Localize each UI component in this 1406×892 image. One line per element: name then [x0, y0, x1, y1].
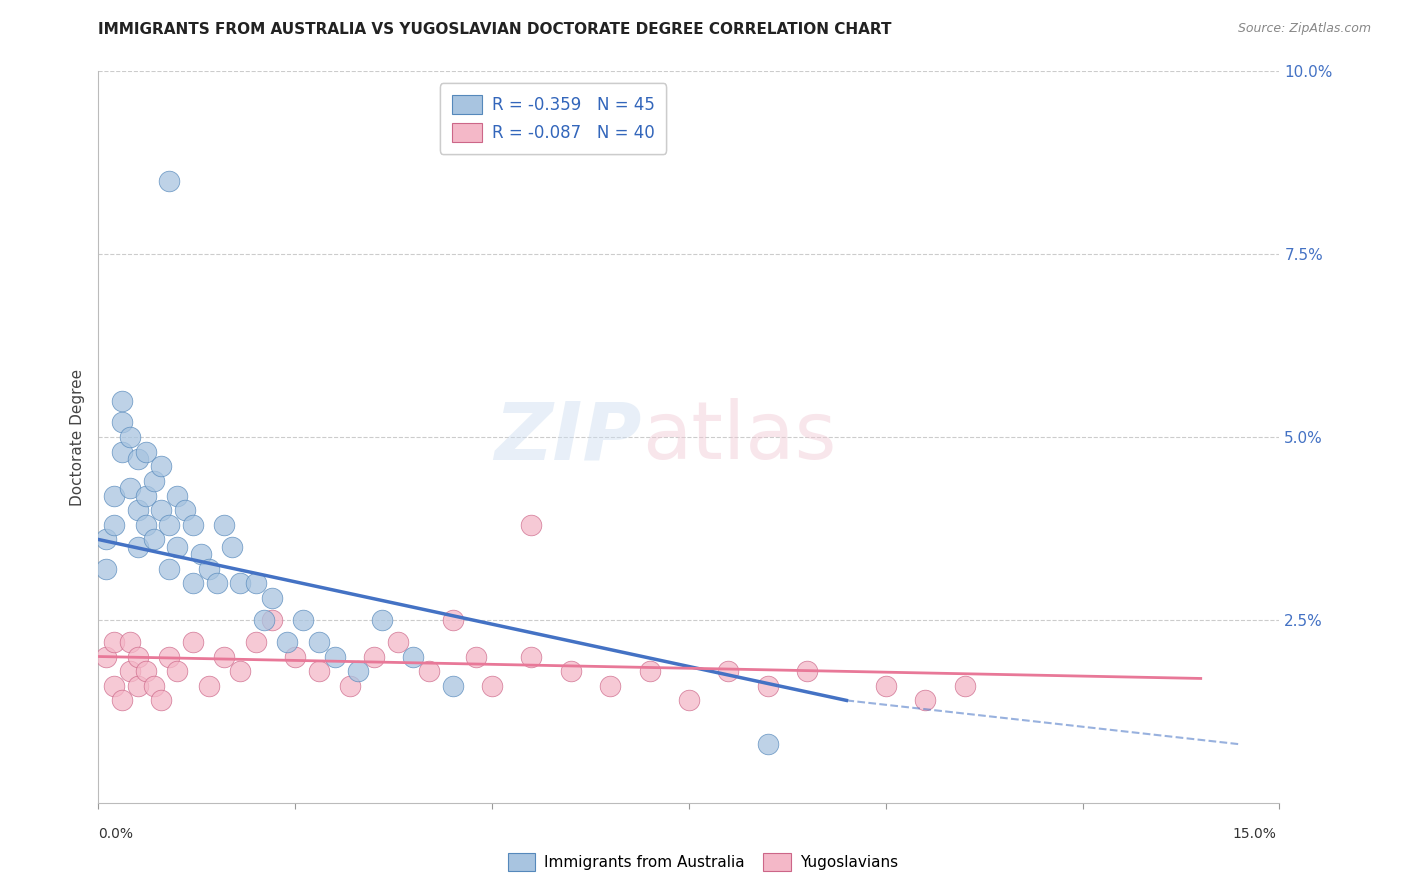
Point: [796, 664, 818, 678]
Point: [205, 576, 228, 591]
Point: [756, 737, 779, 751]
Point: [418, 664, 440, 678]
Point: [678, 693, 700, 707]
Text: 0.0%: 0.0%: [98, 827, 134, 841]
Point: [157, 649, 180, 664]
Point: [150, 693, 173, 707]
Point: [103, 635, 125, 649]
Point: [127, 649, 149, 664]
Point: [308, 635, 330, 649]
Point: [197, 562, 219, 576]
Point: [142, 533, 165, 547]
Point: [363, 649, 385, 664]
Point: [221, 540, 243, 554]
Point: [292, 613, 315, 627]
Point: [214, 517, 236, 532]
Point: [96, 562, 118, 576]
Point: [118, 635, 141, 649]
Y-axis label: Doctorate Degree: Doctorate Degree: [69, 368, 84, 506]
Point: [103, 679, 125, 693]
Point: [560, 664, 582, 678]
Point: [157, 174, 180, 188]
Point: [96, 533, 118, 547]
Point: [599, 679, 621, 693]
Text: IMMIGRANTS FROM AUSTRALIA VS YUGOSLAVIAN DOCTORATE DEGREE CORRELATION CHART: IMMIGRANTS FROM AUSTRALIA VS YUGOSLAVIAN…: [98, 22, 891, 37]
Point: [756, 679, 779, 693]
Point: [111, 444, 134, 458]
Point: [197, 679, 219, 693]
Point: [245, 576, 267, 591]
Point: [229, 664, 252, 678]
Point: [276, 635, 298, 649]
Point: [481, 679, 503, 693]
Point: [520, 517, 543, 532]
Point: [127, 452, 149, 467]
Point: [347, 664, 370, 678]
Point: [953, 679, 976, 693]
Point: [127, 503, 149, 517]
Point: [150, 459, 173, 474]
Point: [638, 664, 661, 678]
Point: [166, 540, 188, 554]
Point: [371, 613, 394, 627]
Point: [387, 635, 409, 649]
Point: [914, 693, 936, 707]
Point: [190, 547, 212, 561]
Legend: Immigrants from Australia, Yugoslavians: Immigrants from Australia, Yugoslavians: [502, 847, 904, 877]
Point: [323, 649, 346, 664]
Point: [717, 664, 740, 678]
Text: 15.0%: 15.0%: [1233, 827, 1277, 841]
Point: [118, 481, 141, 495]
Point: [181, 635, 204, 649]
Point: [135, 664, 157, 678]
Point: [96, 649, 118, 664]
Point: [118, 664, 141, 678]
Point: [142, 679, 165, 693]
Point: [875, 679, 897, 693]
Point: [135, 444, 157, 458]
Text: Source: ZipAtlas.com: Source: ZipAtlas.com: [1237, 22, 1371, 36]
Point: [135, 517, 157, 532]
Point: [135, 489, 157, 503]
Point: [284, 649, 307, 664]
Point: [166, 489, 188, 503]
Point: [465, 649, 488, 664]
Point: [111, 693, 134, 707]
Point: [441, 613, 464, 627]
Point: [127, 679, 149, 693]
Point: [127, 540, 149, 554]
Point: [260, 591, 283, 605]
Point: [441, 679, 464, 693]
Text: ZIP: ZIP: [495, 398, 641, 476]
Point: [166, 664, 188, 678]
Point: [111, 416, 134, 430]
Point: [402, 649, 425, 664]
Point: [253, 613, 276, 627]
Point: [214, 649, 236, 664]
Point: [181, 517, 204, 532]
Point: [245, 635, 267, 649]
Legend: R = -0.359   N = 45, R = -0.087   N = 40: R = -0.359 N = 45, R = -0.087 N = 40: [440, 83, 666, 153]
Point: [111, 393, 134, 408]
Point: [181, 576, 204, 591]
Point: [339, 679, 361, 693]
Point: [157, 517, 180, 532]
Point: [308, 664, 330, 678]
Point: [118, 430, 141, 444]
Point: [103, 517, 125, 532]
Text: atlas: atlas: [641, 398, 837, 476]
Point: [229, 576, 252, 591]
Point: [157, 562, 180, 576]
Point: [174, 503, 197, 517]
Point: [103, 489, 125, 503]
Point: [142, 474, 165, 488]
Point: [150, 503, 173, 517]
Point: [260, 613, 283, 627]
Point: [520, 649, 543, 664]
